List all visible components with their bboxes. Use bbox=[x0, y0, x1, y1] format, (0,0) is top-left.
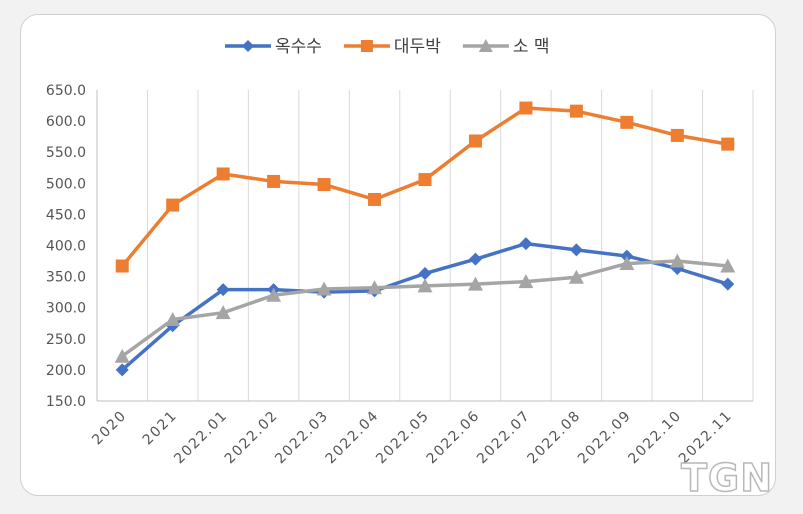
diamond-marker bbox=[418, 266, 432, 280]
diamond-marker bbox=[468, 252, 482, 266]
square-marker bbox=[418, 173, 432, 187]
triangle-marker bbox=[669, 253, 685, 268]
series-line bbox=[120, 106, 729, 268]
x-tick-label: 2022.01 bbox=[171, 408, 231, 468]
y-tick-label: 200.0 bbox=[46, 363, 86, 379]
series-group bbox=[114, 253, 736, 363]
triangle-marker bbox=[619, 256, 635, 271]
diamond-marker bbox=[519, 237, 533, 251]
x-tick-label: 2022.05 bbox=[373, 408, 433, 468]
triangle-marker bbox=[478, 39, 493, 52]
diamond-marker bbox=[569, 243, 583, 257]
triangle-marker bbox=[518, 274, 534, 289]
legend: 옥수수 대두박 소 맥 bbox=[225, 37, 550, 57]
x-tick-label: 2021 bbox=[140, 408, 181, 449]
x-tick-label: 2022.02 bbox=[222, 408, 282, 468]
x-tick-label: 2022.07 bbox=[474, 408, 534, 468]
triangle-marker bbox=[720, 258, 736, 273]
x-tick-label: 2022.06 bbox=[424, 408, 484, 468]
y-tick-label: 150.0 bbox=[46, 394, 86, 410]
diamond-marker bbox=[115, 363, 129, 377]
legend-item: 대두박 bbox=[343, 37, 441, 57]
y-tick-label: 300.0 bbox=[46, 301, 86, 317]
y-tick-label: 600.0 bbox=[46, 114, 86, 130]
watermark-logo: TGN bbox=[680, 455, 773, 501]
y-tick-labels: 150.0 200.0 250.0 300.0 350.0 400.0 450.0 500.0… bbox=[46, 83, 86, 410]
legend-item: 옥수수 bbox=[225, 37, 322, 57]
triangle-marker bbox=[568, 269, 584, 284]
square-marker bbox=[569, 104, 583, 118]
square-marker bbox=[166, 198, 180, 212]
triangle-marker bbox=[417, 278, 433, 293]
square-marker bbox=[216, 167, 230, 181]
diamond-marker bbox=[242, 40, 254, 52]
square-marker bbox=[317, 178, 331, 192]
triangle-marker bbox=[114, 348, 130, 363]
y-tick-label: 450.0 bbox=[46, 207, 86, 223]
axes bbox=[96, 90, 753, 402]
square-marker bbox=[620, 115, 634, 129]
vertical-gridlines bbox=[146, 90, 754, 401]
y-tick-label: 550.0 bbox=[46, 145, 86, 161]
square-marker bbox=[468, 134, 482, 148]
y-tick-label: 650.0 bbox=[46, 83, 86, 99]
x-tick-label: 2022.10 bbox=[625, 408, 685, 468]
square-marker bbox=[267, 174, 281, 188]
x-tick-label: 2020 bbox=[89, 408, 130, 449]
y-tick-label: 500.0 bbox=[46, 176, 86, 192]
x-tick-labels: 2020 20212022.012022.022022.032022.042022… bbox=[89, 408, 735, 468]
series-group bbox=[115, 101, 735, 273]
diamond-marker bbox=[216, 283, 230, 297]
y-tick-label: 250.0 bbox=[46, 332, 86, 348]
legend-label: 소 맥 bbox=[513, 37, 550, 57]
square-marker bbox=[721, 137, 735, 151]
y-tick-label: 400.0 bbox=[46, 239, 86, 255]
square-marker bbox=[670, 128, 684, 142]
triangle-marker bbox=[316, 281, 332, 296]
x-tick-label: 2022.03 bbox=[272, 408, 332, 468]
triangle-marker bbox=[467, 276, 483, 291]
square-marker bbox=[368, 192, 382, 206]
square-marker bbox=[115, 259, 129, 273]
x-tick-label: 2022.08 bbox=[525, 408, 585, 468]
series-group bbox=[115, 237, 735, 377]
triangle-marker bbox=[215, 305, 231, 320]
triangle-marker bbox=[367, 280, 383, 295]
diamond-marker bbox=[721, 277, 735, 291]
legend-label: 대두박 bbox=[394, 37, 441, 57]
y-tick-label: 350.0 bbox=[46, 270, 86, 286]
legend-item: 소 맥 bbox=[462, 37, 550, 57]
series-lines bbox=[114, 101, 736, 377]
triangle-marker bbox=[266, 287, 282, 302]
square-marker bbox=[519, 101, 533, 115]
x-tick-label: 2022.09 bbox=[575, 408, 635, 468]
square-marker bbox=[360, 40, 373, 52]
chart-frame bbox=[20, 14, 776, 496]
legend-label: 옥수수 bbox=[275, 37, 322, 57]
x-tick-label: 2022.04 bbox=[323, 408, 383, 468]
triangle-marker bbox=[165, 312, 181, 327]
